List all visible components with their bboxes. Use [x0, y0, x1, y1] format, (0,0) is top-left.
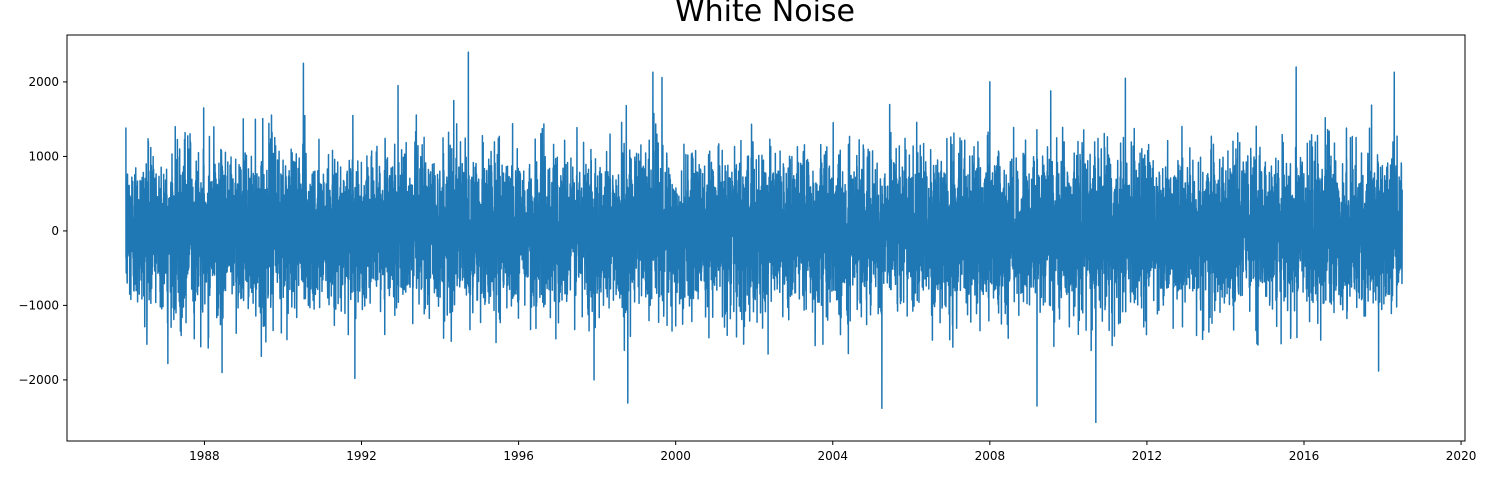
- x-tick-label: 1988: [189, 449, 220, 463]
- x-tick-label: 2000: [660, 449, 691, 463]
- x-axis: 1988 1992 1996 2000 2004 2008 2012 2016 2020: [189, 441, 1476, 463]
- axes-frame: [66, 34, 1466, 442]
- x-tick-label: 2008: [975, 449, 1006, 463]
- chart-title: White Noise: [675, 0, 855, 29]
- x-tick-label: 2004: [817, 449, 848, 463]
- x-tick-label: 2012: [1132, 449, 1163, 463]
- x-tick-label: 2020: [1446, 449, 1477, 463]
- series-line: [125, 51, 1403, 424]
- x-tick-label: 1992: [346, 449, 377, 463]
- x-tick-label: 1996: [503, 449, 534, 463]
- y-tick-label: −2000: [18, 373, 59, 387]
- y-tick-label: −1000: [18, 298, 59, 312]
- y-tick-label: 0: [51, 224, 59, 238]
- y-axis: 2000 1000 0 −1000 −2000: [18, 75, 67, 387]
- y-tick-label: 1000: [28, 149, 59, 163]
- x-tick-label: 2016: [1289, 449, 1320, 463]
- y-tick-label: 2000: [28, 75, 59, 89]
